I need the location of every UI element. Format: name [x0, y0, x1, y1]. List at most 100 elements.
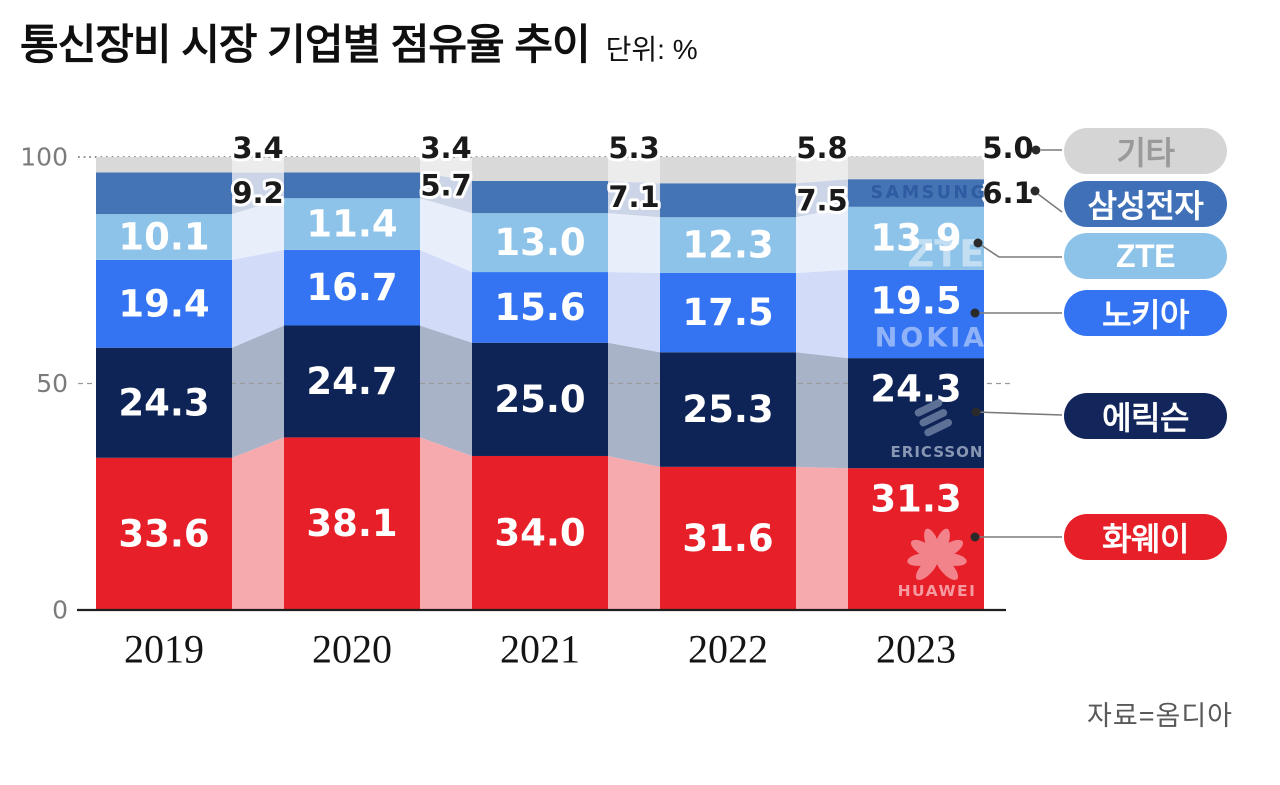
flow-band [232, 157, 284, 173]
flow-band [232, 198, 284, 260]
bar-segment [96, 172, 232, 215]
bar-value-label: 11.4 [306, 203, 397, 246]
samsung-value-label: 6.1 [982, 176, 1033, 210]
bar-segment [660, 352, 796, 467]
legend-pill-samsung: 삼성전자 [1064, 181, 1227, 227]
legend-label: ZTE [1116, 237, 1175, 274]
bar-segment [284, 437, 420, 610]
others-value-label: 3.4 [232, 131, 283, 165]
source-label: 자료=옴디아 [1087, 701, 1233, 731]
legend-label: 삼성전자 [1087, 188, 1204, 224]
y-tick-label: 50 [36, 369, 68, 398]
bar-value-label: 31.3 [870, 478, 961, 521]
legend-leader-dot [971, 407, 981, 417]
legend-leader-line [977, 242, 1062, 258]
flow-band [796, 156, 848, 184]
legend-pill-nokia: 노키아 [1064, 290, 1227, 336]
flow-band [420, 249, 472, 343]
page-title: 통신장비 시장 기업별 점유율 추이 [20, 21, 591, 68]
flow-band [608, 342, 660, 467]
samsung-logo: SAMSUNG [871, 183, 988, 203]
bar-value-label: 24.3 [118, 381, 209, 424]
nokia-logo: NOKIA [875, 323, 987, 354]
bar-value-label: 13.9 [870, 216, 961, 259]
bar-segment [848, 206, 984, 270]
others-value-label: 5.3 [608, 131, 659, 165]
bar-value-label: 34.0 [494, 511, 585, 554]
bar-segment [284, 157, 420, 173]
flow-band [608, 455, 660, 610]
flow-band [608, 157, 660, 184]
x-tick-label: 2023 [876, 627, 956, 672]
bar-value-label: 15.6 [494, 286, 585, 329]
flow-band [232, 249, 284, 348]
bar-value-label: 31.6 [682, 517, 773, 560]
huawei-logo-text: HUAWEI [898, 582, 977, 600]
others-value-label: 3.4 [420, 131, 471, 165]
legend-label: 기타 [1116, 135, 1175, 171]
flow-band [420, 157, 472, 182]
bar-segment [472, 272, 608, 343]
bar-value-label: 25.3 [682, 388, 773, 431]
bar-segment [660, 183, 796, 218]
flow-band [420, 198, 472, 273]
legend-leader-line [1037, 193, 1063, 213]
bar-segment [472, 157, 608, 182]
bar-value-label: 24.3 [870, 368, 961, 411]
legend-label: 화웨이 [1102, 521, 1189, 557]
flow-band [796, 466, 848, 610]
bar-segment [472, 455, 608, 610]
bar-segment [284, 172, 420, 199]
samsung-value-label: 9.2 [232, 176, 283, 210]
flow-band [608, 272, 660, 353]
others-value-label: 5.0 [982, 131, 1033, 165]
flow-band [796, 179, 848, 218]
bar-segment [848, 468, 984, 610]
bar-segment [96, 157, 232, 173]
legend-pill-others: 기타 [1064, 128, 1227, 174]
legend-label: 에릭슨 [1102, 400, 1189, 436]
samsung-value-label: 7.1 [608, 180, 659, 214]
bar-segment [284, 249, 420, 326]
flow-band [420, 172, 472, 214]
samsung-value-label: 7.5 [796, 183, 847, 217]
legend-leader-dot [970, 532, 980, 542]
flow-band [232, 437, 284, 610]
bar-segment [660, 217, 796, 273]
legend-leader-dot [1030, 186, 1040, 196]
bar-segment [96, 259, 232, 348]
legend-leader-line [975, 411, 1063, 416]
bar-value-label: 24.7 [306, 360, 397, 403]
flow-band [232, 325, 284, 458]
x-tick-label: 2021 [500, 627, 580, 672]
legend-label: 노키아 [1102, 297, 1189, 333]
x-tick-label: 2020 [312, 627, 392, 672]
unit-label: 단위: % [605, 34, 698, 65]
bar-segment [472, 181, 608, 214]
bar-value-label: 17.5 [682, 291, 773, 334]
legend-pill-huawei: 화웨이 [1064, 514, 1227, 560]
y-tick-label: 0 [52, 596, 68, 625]
ericsson-logo-text: ERICSSON [891, 443, 984, 461]
samsung-value-label: 5.7 [420, 168, 471, 202]
bar-value-label: 13.0 [494, 221, 585, 264]
huawei-logo [907, 528, 967, 581]
bar-segment [660, 466, 796, 610]
legend-leader-dot [973, 238, 983, 248]
flow-band [232, 172, 284, 215]
bar-segment [96, 347, 232, 458]
bar-value-label: 12.3 [682, 224, 773, 267]
flow-band [796, 269, 848, 359]
bar-segment [848, 179, 984, 207]
bar-value-label: 19.5 [870, 279, 961, 322]
bar-value-label: 10.1 [118, 215, 209, 258]
bar-value-label: 19.4 [118, 282, 209, 325]
others-value-label: 5.8 [796, 131, 847, 165]
bar-segment [96, 214, 232, 260]
legend-pill-zte: ZTE [1064, 233, 1227, 279]
header: 통신장비 시장 기업별 점유율 추이 단위: % [20, 21, 698, 68]
bar-segment [284, 325, 420, 438]
x-tick-label: 2022 [688, 627, 768, 672]
bar-segment [848, 156, 984, 180]
flow-band [796, 206, 848, 273]
